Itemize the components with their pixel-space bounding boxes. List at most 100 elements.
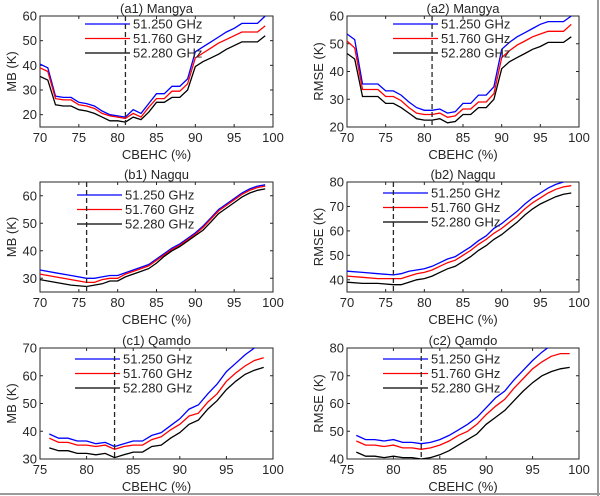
x-tick-label: 85 [456, 295, 470, 310]
series-line-2 [356, 352, 570, 450]
x-axis-label: CBEHC (%) [428, 312, 497, 327]
x-tick-label: 80 [110, 295, 124, 310]
legend-label: 52.280 GHz [123, 381, 192, 396]
x-tick-label: 85 [149, 295, 163, 310]
x-tick-label: 95 [525, 462, 539, 477]
legend-label: 51.760 GHz [431, 200, 500, 215]
series-line-3 [356, 366, 570, 459]
x-tick-label: 90 [188, 295, 202, 310]
y-tick-label: 60 [23, 368, 37, 383]
y-tick-label: 50 [23, 33, 37, 48]
x-tick-label: 80 [417, 130, 431, 145]
y-tick-label: 80 [330, 341, 344, 356]
y-tick-label: 50 [23, 216, 37, 231]
y-tick-label: 80 [330, 175, 344, 190]
legend-label: 51.760 GHz [123, 366, 192, 381]
legend-label: 51.760 GHz [431, 366, 500, 381]
y-axis-label: MB (K) [4, 51, 19, 91]
chart-title: (b2) Nagqu [430, 167, 495, 182]
x-tick-label: 85 [456, 130, 470, 145]
y-tick-label: 70 [330, 199, 344, 214]
chart-title: (b1) Nagqu [124, 167, 189, 182]
panel-b1: (b1) Nagqu 70 75 80 85 90 95 100 30 40 50 60 CBEHC (… [4, 167, 284, 327]
series-line-2 [40, 25, 266, 120]
panel-b2: (b2) Nagqu 70 75 80 85 90 95 100 40 50 60 70 80 CBEHC… [311, 167, 590, 327]
x-tick-label: 70 [33, 130, 47, 145]
x-tick-label: 100 [262, 462, 284, 477]
y-axis-label: RMSE (K) [311, 208, 326, 267]
x-tick-label: 80 [79, 462, 93, 477]
x-tick-label: 95 [533, 295, 547, 310]
x-tick-label: 75 [72, 295, 86, 310]
y-tick-label: 30 [23, 83, 37, 98]
y-tick-label: 60 [330, 9, 344, 24]
x-tick-label: 90 [479, 462, 493, 477]
legend-label: 52.280 GHz [133, 46, 202, 61]
x-tick-label: 100 [262, 130, 284, 145]
y-tick-label: 70 [23, 341, 37, 356]
series-line-1 [40, 16, 266, 118]
y-tick-label: 20 [330, 120, 344, 135]
y-tick-label: 50 [330, 248, 344, 263]
y-tick-label: 40 [330, 64, 344, 79]
series-line-3 [40, 35, 266, 123]
y-tick-label: 70 [330, 368, 344, 383]
y-tick-label: 60 [330, 223, 344, 238]
x-axis-label: CBEHC (%) [122, 147, 191, 162]
x-tick-label: 70 [340, 130, 354, 145]
series-line-2 [49, 357, 264, 450]
y-tick-label: 50 [330, 424, 344, 439]
y-tick-label: 40 [23, 243, 37, 258]
y-axis-label: MB (K) [4, 217, 19, 257]
x-axis-label: CBEHC (%) [428, 147, 497, 162]
series-line-2 [347, 185, 572, 280]
y-axis-label: RMSE (K) [311, 374, 326, 433]
series-line-3 [347, 36, 572, 124]
series-line-3 [49, 366, 264, 459]
legend-label: 51.760 GHz [133, 31, 202, 46]
series-line-1 [347, 182, 566, 276]
chart-title: (c2) Qamdo [429, 333, 498, 348]
series-line-2 [40, 185, 266, 284]
legend-label: 51.250 GHz [431, 352, 500, 367]
y-tick-label: 60 [23, 188, 37, 203]
y-tick-label: 60 [330, 396, 344, 411]
x-tick-label: 70 [33, 295, 47, 310]
y-tick-label: 50 [23, 396, 37, 411]
panel-a2: (a2) Mangya 70 75 80 85 90 95 100 20 30 40 50 60 CBEH… [311, 1, 590, 162]
x-tick-label: 85 [126, 462, 140, 477]
x-tick-label: 75 [33, 462, 47, 477]
image-border-right [597, 0, 599, 496]
axes-box [39, 15, 274, 128]
legend-label: 51.250 GHz [431, 186, 500, 201]
x-tick-label: 75 [378, 295, 392, 310]
x-tick-label: 95 [227, 130, 241, 145]
x-tick-label: 85 [433, 462, 447, 477]
y-tick-label: 40 [330, 452, 344, 467]
y-tick-label: 40 [23, 424, 37, 439]
legend-label: 51.250 GHz [441, 17, 510, 32]
legend-label: 52.280 GHz [441, 46, 510, 61]
x-tick-label: 80 [110, 130, 124, 145]
x-tick-label: 100 [262, 295, 284, 310]
chart-title: (a2) Mangya [427, 1, 501, 16]
x-tick-label: 100 [568, 295, 590, 310]
y-tick-label: 20 [23, 107, 37, 122]
series-line-1 [40, 184, 266, 279]
series-line-1 [49, 348, 257, 448]
x-axis-label: CBEHC (%) [122, 312, 191, 327]
y-axis-label: MB (K) [4, 383, 19, 423]
series-line-2 [347, 23, 572, 118]
legend-label: 52.280 GHz [125, 217, 194, 232]
chart-title: (c1) Qamdo [122, 333, 191, 348]
series-line-3 [40, 188, 266, 288]
series-line-1 [347, 16, 572, 114]
x-tick-label: 85 [149, 130, 163, 145]
y-tick-label: 30 [330, 92, 344, 107]
y-tick-label: 60 [23, 9, 37, 24]
